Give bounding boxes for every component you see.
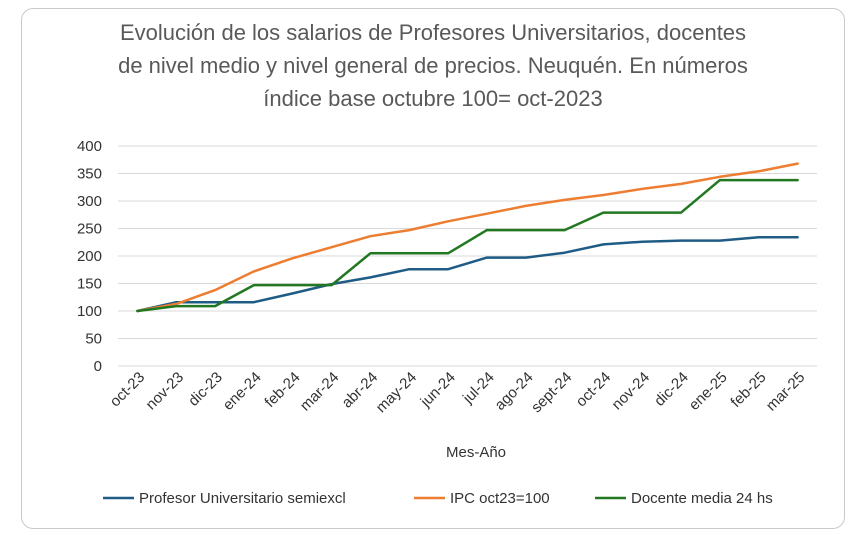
y-tick-label: 50 [85,331,102,348]
x-tick-label: sept-24 [528,369,575,416]
legend-label-1: Profesor Universitario semiexcl [139,490,346,507]
x-tick-label: nov-23 [143,369,187,413]
x-tick-label: dic-24 [651,369,692,410]
x-axis-label: Mes-Año [446,444,506,461]
chart-title: Evolución de los salarios de Profesores … [21,16,845,115]
series-line-1 [136,236,799,313]
x-tick-label: oct-23 [107,369,149,411]
legend-label-3: Docente media 24 hs [631,490,773,507]
x-tick-label: ene-25 [686,369,731,414]
series-line-3 [136,178,799,313]
y-tick-label: 200 [77,248,102,265]
chart-title-line-2: de nivel medio y nivel general de precio… [118,53,748,78]
x-tick-label: oct-24 [573,369,615,411]
x-tick-label: mar-24 [297,369,343,415]
x-tick-label: jun-24 [417,369,459,411]
y-tick-label: 300 [77,193,102,210]
x-tick-label: dic-23 [185,369,226,410]
x-axis-ticks: oct-23nov-23dic-23ene-24feb-24mar-24abr-… [107,369,809,416]
series-lines [136,162,799,313]
legend-label-2: IPC oct23=100 [450,490,550,507]
x-tick-label: mar-25 [763,369,809,415]
legend: Profesor Universitario semiexcl IPC oct23… [103,490,773,507]
x-tick-label: ene-24 [220,369,265,414]
y-tick-label: 350 [77,166,102,183]
chart-title-line-1: Evolución de los salarios de Profesores … [119,20,747,45]
y-tick-label: 150 [77,276,102,293]
y-tick-label: 100 [77,303,102,320]
series-line-2 [136,162,799,313]
x-tick-label: feb-25 [727,369,769,411]
y-tick-label: 0 [94,358,102,375]
gridlines [118,145,817,367]
x-tick-label: may-24 [373,369,420,416]
x-tick-label: feb-24 [261,369,303,411]
chart-title-line-3: índice base octubre 100= oct-2023 [263,86,603,111]
y-tick-label: 250 [77,221,102,238]
x-tick-label: nov-24 [609,369,653,413]
y-axis-ticks: 0 50 100 150 200 250 300 350 400 [77,138,102,375]
y-tick-label: 400 [77,138,102,155]
